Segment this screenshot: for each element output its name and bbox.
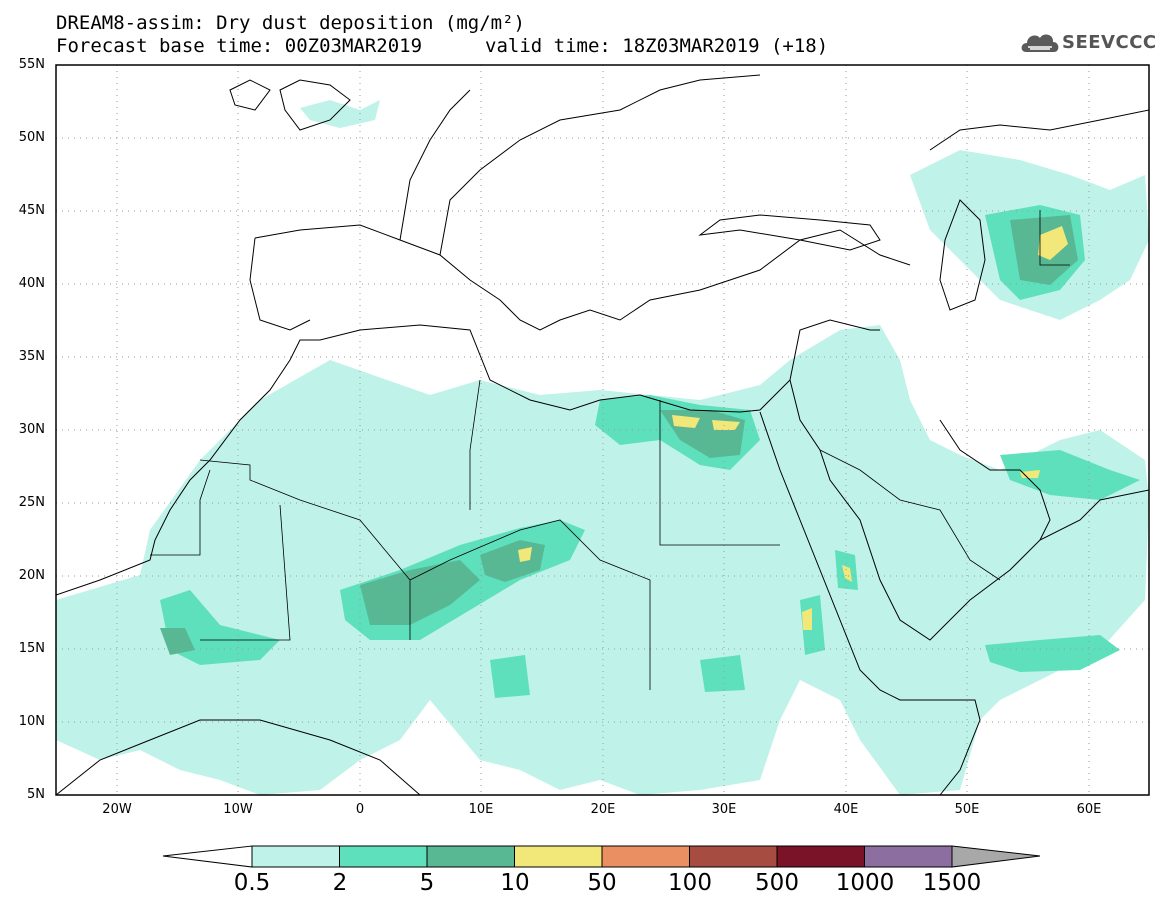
map-title: DREAM8-assim: Dry dust deposition (mg/m²… [56, 12, 525, 34]
colorbar-label: 0.5 [233, 870, 271, 896]
valid-time: valid time: 18Z03MAR2019 (+18) [485, 35, 829, 57]
colorbar-cell [514, 845, 603, 868]
colorbar-cell [426, 845, 515, 868]
map-frame [55, 64, 1150, 796]
lon-label: 10E [468, 802, 494, 817]
lat-label: 30N [18, 422, 45, 437]
lat-label: 45N [18, 203, 45, 218]
map-gridlines [56, 65, 1149, 795]
deposition-area-high [842, 565, 852, 582]
lat-label: 5N [27, 787, 45, 802]
lat-label: 35N [18, 349, 45, 364]
colorbar-label: 500 [755, 870, 799, 896]
colorbar-label: 10 [500, 870, 530, 896]
deposition-area-dark [160, 628, 195, 655]
deposition-area-mid [985, 635, 1120, 672]
forecast-base-time: Forecast base time: 00Z03MAR2019 [56, 35, 423, 57]
deposition-area-high [518, 547, 532, 562]
colorbar-label: 100 [668, 870, 712, 896]
lat-label: 20N [18, 568, 45, 583]
colorbar-cell [689, 845, 778, 868]
colorbar-cell [864, 845, 953, 868]
deposition-area-high [802, 608, 812, 630]
deposition-area-mid [800, 595, 825, 655]
lat-label: 25N [18, 495, 45, 510]
lat-label: 10N [18, 714, 45, 729]
deposition-area-high [1020, 470, 1040, 478]
deposition-area-low [300, 100, 380, 128]
lon-label: 20W [102, 802, 132, 817]
deposition-area-high [1038, 226, 1068, 260]
colorbar-label: 5 [419, 870, 435, 896]
lat-label: 55N [18, 57, 45, 72]
deposition-area-dark [360, 560, 480, 625]
colorbar-cell [339, 845, 428, 868]
seevccc-logo: SEEVCCC [1018, 26, 1156, 58]
lon-label: 20E [590, 802, 616, 817]
lon-label: 0 [355, 802, 365, 817]
colorbar-label: 50 [587, 870, 617, 896]
lon-label: 40E [833, 802, 859, 817]
colorbar-label: 1500 [922, 870, 982, 896]
lon-label: 50E [954, 802, 980, 817]
deposition-area-mid [700, 655, 745, 692]
colorbar-high-arrow [951, 845, 1041, 868]
colorbar-label: 1000 [835, 870, 895, 896]
colorbar-low-arrow [162, 845, 253, 868]
cloud-logo-icon [1021, 34, 1059, 52]
colorbar-cell [776, 845, 865, 868]
colorbar-cell [251, 845, 340, 868]
deposition-area-mid [1000, 450, 1140, 500]
lat-label: 15N [18, 641, 45, 656]
country-borders [150, 210, 1070, 690]
deposition-area-high [712, 420, 740, 430]
colorbar-cells [251, 845, 953, 868]
deposition-area-high [672, 415, 700, 428]
lon-label: 10W [223, 802, 253, 817]
coastlines [56, 74, 1149, 795]
lon-label: 60E [1076, 802, 1102, 817]
deposition-area-low [56, 325, 1149, 795]
deposition-area-mid [490, 655, 530, 698]
deposition-field [56, 100, 1149, 795]
colorbar-cell [601, 845, 690, 868]
lon-label: 30E [711, 802, 737, 817]
lat-label: 50N [18, 130, 45, 145]
lat-label: 40N [18, 276, 45, 291]
colorbar-label: 2 [332, 870, 348, 896]
logo-text: SEEVCCC [1062, 32, 1157, 53]
